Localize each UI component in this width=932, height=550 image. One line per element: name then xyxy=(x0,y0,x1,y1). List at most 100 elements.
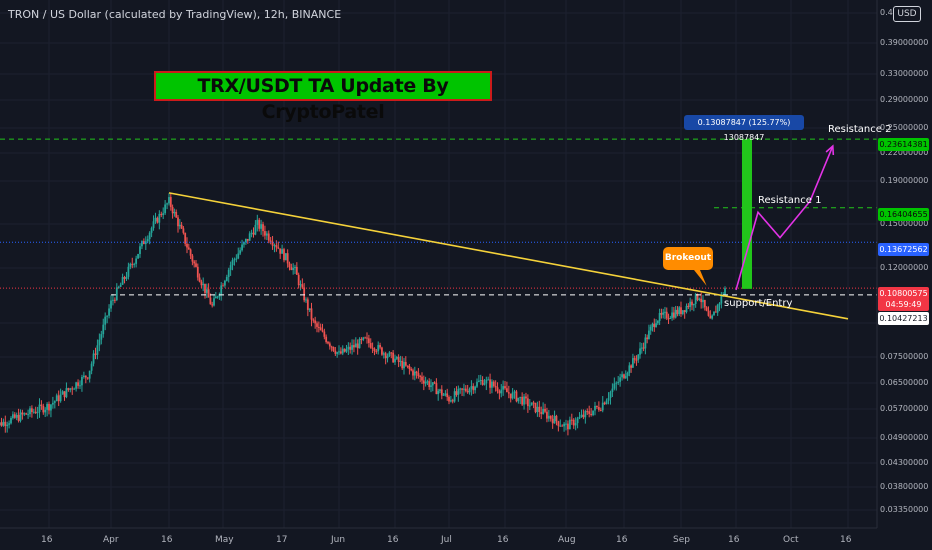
candle-body xyxy=(330,346,333,348)
candles xyxy=(0,193,726,436)
candle-body xyxy=(137,254,139,259)
candle-body xyxy=(110,300,112,309)
candle-body xyxy=(82,375,85,377)
candle-body xyxy=(2,421,5,426)
candle-body xyxy=(658,313,661,321)
candle-body xyxy=(225,276,228,281)
candle-body xyxy=(702,299,704,303)
candle-body xyxy=(551,418,554,424)
candle-body xyxy=(381,347,383,355)
price-tick-label: 0.06500000 xyxy=(880,378,929,387)
candle-body xyxy=(678,307,681,315)
candle-body xyxy=(303,287,306,301)
candle-body xyxy=(125,276,128,279)
time-tick-label: May xyxy=(215,535,234,545)
candle-body xyxy=(707,310,710,316)
candle-body xyxy=(534,402,537,413)
candle-body xyxy=(319,327,322,331)
candle-body xyxy=(12,414,14,418)
candle-body xyxy=(590,413,593,416)
candle-body xyxy=(244,238,247,243)
candle-body xyxy=(421,376,423,381)
candle-body xyxy=(412,370,414,376)
candle-body xyxy=(77,382,79,386)
candle-body xyxy=(353,345,355,348)
candle-body xyxy=(716,304,719,313)
candle-body xyxy=(317,326,320,328)
candle-body xyxy=(494,386,497,388)
candle-body xyxy=(711,315,714,319)
candle-body xyxy=(292,268,295,271)
candle-body xyxy=(655,323,657,328)
candle-body xyxy=(594,405,596,411)
candle-body xyxy=(681,310,684,315)
candle-body xyxy=(422,380,425,384)
price-tick-label: 0.03350000 xyxy=(880,505,929,514)
candle-body xyxy=(603,402,606,405)
candle-body xyxy=(642,347,645,349)
candle-body xyxy=(419,376,422,378)
candle-body xyxy=(21,412,24,415)
candle-body xyxy=(689,301,692,307)
candle-body xyxy=(439,389,441,391)
candle-body xyxy=(301,284,304,288)
candle-body xyxy=(73,388,76,390)
candle-body xyxy=(277,247,280,249)
candle-body xyxy=(559,425,562,427)
candle-body xyxy=(186,243,188,248)
candle-body xyxy=(142,241,145,245)
candle-body xyxy=(246,238,249,241)
time-tick-label: 16 xyxy=(616,535,628,545)
candle-body xyxy=(504,386,506,389)
candle-body xyxy=(96,345,99,355)
candle-body xyxy=(294,266,296,269)
candle-body xyxy=(86,377,89,379)
candle-body xyxy=(455,391,458,395)
candle-body xyxy=(216,296,219,298)
candle-body xyxy=(553,415,556,424)
candle-body xyxy=(84,375,87,378)
time-tick-label: Apr xyxy=(103,535,119,545)
candle-body xyxy=(572,419,575,426)
candle-body xyxy=(532,402,535,404)
candle-body xyxy=(586,411,589,413)
candle-body xyxy=(13,414,16,418)
candle-body xyxy=(205,289,208,293)
breakout-callout: Brokeout xyxy=(663,247,713,270)
measure-bar xyxy=(742,139,752,289)
candle-body xyxy=(59,394,62,402)
candle-body xyxy=(410,368,413,371)
candle-body xyxy=(94,353,97,355)
price-tick-label: 0.4 xyxy=(880,8,893,17)
candle-body xyxy=(466,390,469,393)
candle-body xyxy=(665,311,668,319)
candle-body xyxy=(649,326,652,331)
candle-body xyxy=(127,266,130,277)
candle-body xyxy=(442,394,445,396)
price-tick-label: 0.22000000 xyxy=(880,148,929,157)
price-tick-label: 0.39000000 xyxy=(880,38,929,47)
time-tick-label: 16 xyxy=(41,535,53,545)
candle-body xyxy=(325,336,328,343)
candle-body xyxy=(273,245,276,247)
candle-body xyxy=(644,337,647,349)
candle-body xyxy=(700,298,703,303)
candle-body xyxy=(15,414,18,418)
candle-body xyxy=(502,386,505,390)
candle-body xyxy=(371,347,374,349)
candle-body xyxy=(209,297,212,305)
candle-body xyxy=(40,404,43,407)
candle-body xyxy=(451,400,454,402)
price-tick-label: 0.07500000 xyxy=(880,352,929,361)
candle-body xyxy=(555,415,558,422)
candle-body xyxy=(517,397,520,402)
candle-body xyxy=(674,309,677,318)
candle-body xyxy=(102,324,105,335)
candle-body xyxy=(667,318,670,320)
candle-body xyxy=(175,211,178,218)
currency-button[interactable]: USD xyxy=(893,6,921,22)
candle-body xyxy=(46,403,48,410)
candle-body xyxy=(193,261,196,264)
candle-body xyxy=(220,285,223,295)
